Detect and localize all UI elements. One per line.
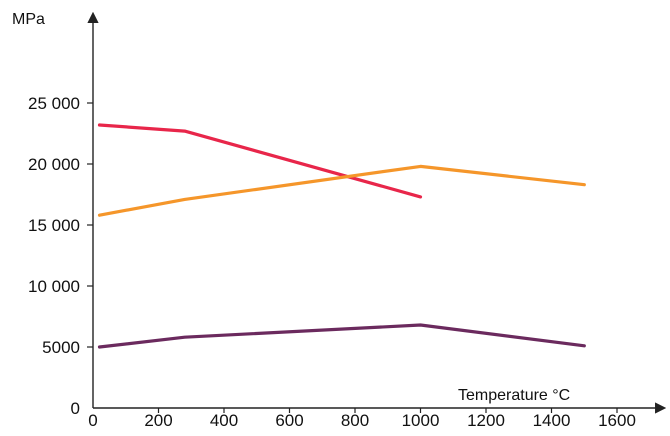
y-tick-label: 0 <box>71 399 80 418</box>
y-tick-label: 20 000 <box>28 155 80 174</box>
series-line-1 <box>97 123 423 199</box>
x-tick-label: 200 <box>144 411 172 430</box>
series-line-2 <box>97 164 586 217</box>
x-tick-label: 0 <box>88 411 97 430</box>
series-line-3 <box>97 323 586 349</box>
series-group <box>97 123 586 349</box>
x-tick-group: 0 200 400 600 800 1000 1200 1400 1600 <box>88 408 636 430</box>
x-tick-label: 400 <box>210 411 238 430</box>
y-axis-label: MPa <box>12 11 45 28</box>
x-tick-label: 1000 <box>402 411 440 430</box>
y-tick-label: 15 000 <box>28 216 80 235</box>
x-tick-label: 1400 <box>533 411 571 430</box>
y-tick-group: 0 5000 10 000 15 000 20 000 25 000 <box>28 94 93 418</box>
x-axis-label: Temperature °C <box>458 387 570 404</box>
y-tick-label: 5000 <box>42 338 80 357</box>
x-tick-label: 1600 <box>598 411 636 430</box>
x-tick-label: 1200 <box>467 411 505 430</box>
y-tick-label: 10 000 <box>28 277 80 296</box>
y-tick-label: 25 000 <box>28 94 80 113</box>
x-tick-label: 800 <box>341 411 369 430</box>
x-tick-label: 600 <box>275 411 303 430</box>
